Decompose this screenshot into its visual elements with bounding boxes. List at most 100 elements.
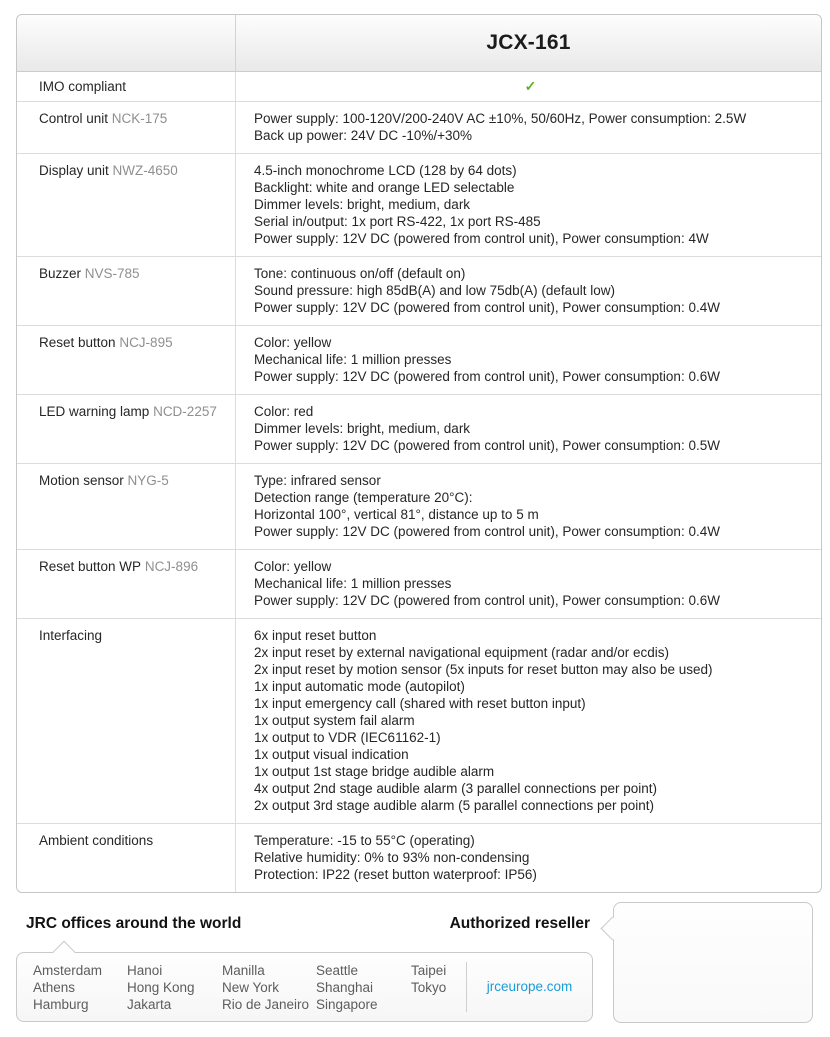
spec-line: 1x output 1st stage bridge audible alarm — [254, 764, 495, 779]
spec-line: Protection: IP22 (reset button waterproo… — [254, 867, 537, 882]
spec-model: NYG-5 — [123, 473, 169, 488]
spec-model: NWZ-4650 — [108, 163, 178, 178]
spec-label: LED warning lamp — [39, 404, 150, 419]
header-empty-cell — [17, 15, 236, 71]
spec-line: Power supply: 12V DC (powered from contr… — [254, 593, 720, 608]
spec-line: Power supply: 12V DC (powered from contr… — [254, 438, 720, 453]
spec-label-cell: Ambient conditions — [17, 824, 236, 892]
spec-row: Buzzer NVS-785 Tone: continuous on/off (… — [17, 256, 821, 325]
spec-label-cell: Motion sensor NYG-5 — [17, 464, 236, 549]
spec-line: 1x output to VDR (IEC61162-1) — [254, 730, 441, 745]
spec-line: Tone: continuous on/off (default on) — [254, 266, 466, 281]
office-city: Tokyo — [411, 979, 447, 995]
office-city: Taipei — [411, 962, 447, 978]
spec-line: Power supply: 12V DC (powered from contr… — [254, 369, 720, 384]
office-city: Hamburg — [33, 996, 89, 1012]
spec-line: Back up power: 24V DC -10%/+30% — [254, 128, 472, 143]
spec-row: Motion sensor NYG-5 Type: infrared senso… — [17, 463, 821, 549]
check-icon: ✓ — [524, 78, 537, 94]
spec-line: Detection range (temperature 20°C): — [254, 490, 473, 505]
spec-line: Backlight: white and orange LED selectab… — [254, 180, 515, 195]
spec-line: Dimmer levels: bright, medium, dark — [254, 421, 471, 436]
spec-value-cell: Type: infrared sensor Detection range (te… — [236, 464, 821, 549]
spec-line: Color: yellow — [254, 335, 332, 350]
spec-line: 2x input reset by motion sensor (5x inpu… — [254, 662, 713, 677]
website-link[interactable]: jrceurope.com — [486, 979, 573, 994]
office-city: Hong Kong — [127, 979, 195, 995]
spec-row: Ambient conditions Temperature: -15 to 5… — [17, 823, 821, 892]
spec-row: LED warning lamp NCD-2257 Color: red Dimm… — [17, 394, 821, 463]
spec-label: Ambient conditions — [39, 833, 154, 848]
spec-label-cell: Control unit NCK-175 — [17, 102, 236, 153]
spec-line: Mechanical life: 1 million presses — [254, 352, 452, 367]
spec-model: NCJ-895 — [115, 335, 173, 350]
spec-line: 4.5-inch monochrome LCD (128 by 64 dots) — [254, 163, 517, 178]
spec-model: NVS-785 — [81, 266, 140, 281]
office-city: Manilla — [222, 962, 265, 978]
spec-model: NCD-2257 — [149, 404, 217, 419]
caret-left-icon — [600, 916, 625, 941]
spec-line: Type: infrared sensor — [254, 473, 381, 488]
spec-line: Sound pressure: high 85dB(A) and low 75d… — [254, 283, 615, 298]
office-city: Seattle — [316, 962, 359, 978]
spec-line: Temperature: -15 to 55°C (operating) — [254, 833, 475, 848]
spec-table: JCX-161 IMO compliant ✓ Control unit NCK… — [16, 14, 822, 893]
spec-rows: IMO compliant ✓ Control unit NCK-175 Pow… — [17, 72, 821, 892]
office-city: Jakarta — [127, 996, 172, 1012]
spec-line: Color: red — [254, 404, 314, 419]
spec-line: Serial in/output: 1x port RS-422, 1x por… — [254, 214, 541, 229]
spec-line: 4x output 2nd stage audible alarm (3 par… — [254, 781, 658, 796]
spec-line: 1x output system fail alarm — [254, 713, 415, 728]
spec-row: Reset button WP NCJ-896 Color: yellow Mec… — [17, 549, 821, 618]
spec-label: Buzzer — [39, 266, 82, 281]
spec-label: Interfacing — [39, 628, 103, 643]
spec-line: Power supply: 12V DC (powered from contr… — [254, 231, 709, 246]
spec-model: NCJ-896 — [141, 559, 199, 574]
office-column: Hanoi Hong Kong Jakarta — [127, 962, 222, 1013]
spec-line: Color: yellow — [254, 559, 332, 574]
spec-value-cell: Power supply: 100-120V/200-240V AC ±10%,… — [236, 102, 821, 153]
spec-value-cell: Temperature: -15 to 55°C (operating) Rela… — [236, 824, 821, 892]
spec-label: IMO compliant — [39, 79, 127, 94]
spec-line: 2x input reset by external navigational … — [254, 645, 669, 660]
spec-line: 1x input automatic mode (autopilot) — [254, 679, 465, 694]
spec-value-cell: 4.5-inch monochrome LCD (128 by 64 dots)… — [236, 154, 821, 256]
office-column: Manilla New York Rio de Janeiro — [222, 962, 316, 1013]
offices-box: Amsterdam Athens Hamburg Hanoi Hong Kong Jaka… — [16, 940, 593, 1022]
spec-model: NCK-175 — [108, 111, 168, 126]
spec-line: Dimmer levels: bright, medium, dark — [254, 197, 471, 212]
spec-label: Motion sensor — [39, 473, 124, 488]
spec-line: 1x input emergency call (shared with res… — [254, 696, 586, 711]
spec-line: Relative humidity: 0% to 93% non-condens… — [254, 850, 530, 865]
table-header: JCX-161 — [17, 15, 821, 72]
spec-line: Horizontal 100°, vertical 81°, distance … — [254, 507, 539, 522]
spec-row: IMO compliant ✓ — [17, 72, 821, 101]
spec-line: 1x output visual indication — [254, 747, 409, 762]
spec-line: Power supply: 12V DC (powered from contr… — [254, 300, 720, 315]
office-columns: Amsterdam Athens Hamburg Hanoi Hong Kong Jaka… — [33, 962, 466, 1013]
spec-row: Display unit NWZ-4650 4.5-inch monochrom… — [17, 153, 821, 256]
caret-up-icon — [52, 940, 76, 964]
spec-line: Power supply: 12V DC (powered from contr… — [254, 524, 720, 539]
spec-value-cell: Color: yellow Mechanical life: 1 million … — [236, 550, 821, 618]
spec-line: 6x input reset button — [254, 628, 377, 643]
spec-label-cell: IMO compliant — [17, 72, 236, 101]
website-wrap: jrceurope.com — [467, 978, 592, 996]
offices-title: JRC offices around the world — [26, 915, 242, 932]
spec-value-cell: Tone: continuous on/off (default on) Soun… — [236, 257, 821, 325]
spec-label: Control unit — [39, 111, 109, 126]
office-city: Athens — [33, 979, 76, 995]
reseller-bubble — [600, 902, 813, 1023]
reseller-title: Authorized reseller — [449, 915, 590, 932]
spec-row: Reset button NCJ-895 Color: yellow Mechan… — [17, 325, 821, 394]
spec-value-cell: Color: red Dimmer levels: bright, medium,… — [236, 395, 821, 463]
spec-label-cell: LED warning lamp NCD-2257 — [17, 395, 236, 463]
office-column: Taipei Tokyo — [411, 962, 466, 1013]
product-title: JCX-161 — [486, 31, 571, 54]
office-column: Amsterdam Athens Hamburg — [33, 962, 127, 1013]
spec-value-cell: Color: yellow Mechanical life: 1 million … — [236, 326, 821, 394]
office-city: Shanghai — [316, 979, 374, 995]
office-city: Singapore — [316, 996, 378, 1012]
office-city: New York — [222, 979, 280, 995]
